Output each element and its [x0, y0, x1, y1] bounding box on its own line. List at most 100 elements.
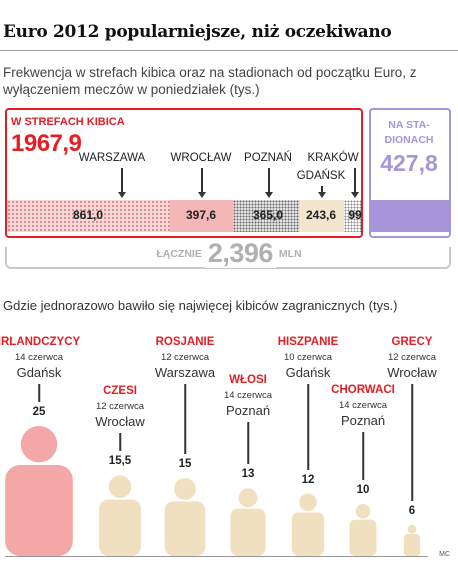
bar-segment-warszawa [7, 200, 170, 232]
nation-city-6: Wrocław [387, 365, 437, 380]
nation-value-5: 10 [356, 484, 370, 496]
nation-city-5: Poznań [340, 413, 386, 428]
bar-value-wroclaw: 397,6 [185, 208, 217, 222]
fan-figure-6 [403, 524, 421, 556]
nation-pointer-4 [307, 384, 309, 470]
nation-date-5: 14 czerwca [338, 400, 388, 411]
pointer-line-gdansk [321, 186, 323, 192]
grand-total-label: ŁĄCZNIE [153, 247, 205, 260]
fan-figure-head-2 [174, 478, 196, 500]
nation-pointer-2 [184, 384, 186, 454]
chart-subtitle: Frekwencja w strefach kibica oraz na sta… [3, 65, 417, 97]
author-credit: MC [439, 551, 450, 558]
pointer-arrow-krakow [351, 192, 359, 198]
fan-figure-head-1 [108, 475, 132, 498]
grand-total: ŁĄCZNIE 2,396 MLN [0, 238, 458, 269]
stadium-label: NA STA- DIONACH [373, 118, 445, 148]
nation-value-2: 15 [178, 458, 192, 470]
nation-label-4: HISZPANIE [277, 336, 339, 348]
fan-figure-body-0 [5, 465, 73, 556]
fan-figure-2 [164, 478, 206, 556]
bar-value-gdansk: 243,6 [305, 208, 337, 222]
fan-figure-3 [230, 488, 266, 556]
stadium-label-line-1: NA STA- [388, 119, 430, 131]
bar-segment-stadiums [371, 200, 449, 232]
page-title: Euro 2012 popularniejsze, niż oczekiwano [3, 22, 392, 42]
grand-total-unit: MLN [275, 247, 305, 260]
stadium-total: 427,8 [380, 150, 438, 176]
nation-pointer-6 [411, 384, 413, 501]
bar-segment-poznan [233, 200, 299, 232]
fan-figure-body-5 [349, 519, 377, 556]
fan-figure-head-3 [238, 488, 258, 508]
nation-city-1: Wrocław [95, 414, 145, 429]
fan-figure-head-0 [20, 426, 58, 463]
pointer-arrow-wroclaw [198, 192, 206, 198]
fan-zone-total: 1967,9 [11, 130, 82, 157]
fan-figure-body-3 [230, 508, 266, 556]
nation-value-3: 13 [241, 468, 255, 481]
nation-label-3: WŁOSI [229, 374, 267, 386]
pointer-line-wroclaw [201, 168, 203, 192]
nation-label-0: IRLANDCZYCY [0, 336, 81, 348]
bar-value-krakow: 99 [348, 208, 362, 222]
pointer-line-poznan [268, 168, 270, 192]
grand-total-value: 2,396 [204, 238, 276, 268]
nation-label-1: CZESI [103, 385, 137, 397]
pointer-line-krakow [354, 168, 356, 192]
fan-zone-label: W STREFACH KIBICA [11, 116, 125, 128]
fan-figure-head-5 [355, 504, 371, 519]
nation-date-3: 14 czerwca [223, 390, 273, 401]
bar-segment-krakow [344, 200, 361, 232]
nation-date-0: 14 czerwca [14, 352, 64, 363]
stadium-label-line-2: DIONACH [384, 134, 434, 146]
bar-segment-wroclaw [170, 200, 233, 232]
nation-city-3: Poznań [225, 403, 271, 418]
nation-pointer-0 [38, 384, 40, 402]
fan-figure-4 [291, 493, 325, 556]
nation-date-2: 12 czerwca [160, 352, 210, 363]
fan-figure-1 [99, 475, 141, 556]
nation-value-0: 25 [32, 406, 46, 418]
fan-figure-head-6 [407, 524, 417, 534]
pointer-line-warszawa [121, 168, 123, 192]
bar-segment-gdansk [299, 200, 344, 232]
total-bracket [5, 247, 451, 269]
nation-pointer-1 [119, 433, 121, 452]
title-divider [0, 50, 458, 51]
bar-value-poznan: 365,0 [252, 208, 284, 222]
nation-date-4: 10 czerwca [283, 352, 333, 363]
nation-city-2: Warszawa [154, 365, 216, 380]
city-label-wroclaw: WROCŁAW [170, 152, 232, 164]
fan-figure-5 [349, 504, 377, 556]
pointer-arrow-gdansk [318, 192, 326, 198]
nation-value-1: 15,5 [108, 455, 132, 468]
city-label-gdansk: GDAŃSK [296, 170, 346, 182]
nation-pointer-5 [362, 432, 364, 480]
city-label-warszawa: WARSZAWA [78, 152, 146, 164]
fan-figure-body-2 [164, 501, 206, 556]
fan-zone-frame [5, 108, 363, 238]
nation-date-6: 12 czerwca [387, 352, 437, 363]
nation-city-0: Gdańsk [16, 365, 62, 380]
fan-figure-head-4 [299, 493, 317, 512]
pointer-arrow-poznan [265, 192, 273, 198]
pointer-arrow-warszawa [118, 192, 126, 198]
nation-date-1: 12 czerwca [95, 401, 145, 412]
nation-value-6: 6 [408, 504, 416, 517]
nation-label-6: GRECY [391, 336, 433, 348]
nation-value-4: 12 [301, 473, 315, 486]
stadium-frame [369, 108, 451, 238]
fan-figure-0 [5, 426, 73, 556]
figures-baseline [5, 556, 428, 557]
nation-label-2: ROSJANIE [155, 336, 215, 348]
foreign-fans-subtitle: Gdzie jednorazowo bawiło się najwięcej k… [3, 298, 398, 313]
nation-label-5: CHORWACI [331, 384, 395, 396]
fan-figure-body-6 [403, 534, 421, 556]
fan-figure-body-4 [291, 512, 325, 556]
fan-figure-body-1 [99, 499, 141, 556]
city-label-poznan: POZNAŃ [244, 152, 292, 164]
nation-city-4: Gdańsk [285, 365, 331, 380]
city-label-krakow: KRAKÓW [307, 152, 359, 164]
